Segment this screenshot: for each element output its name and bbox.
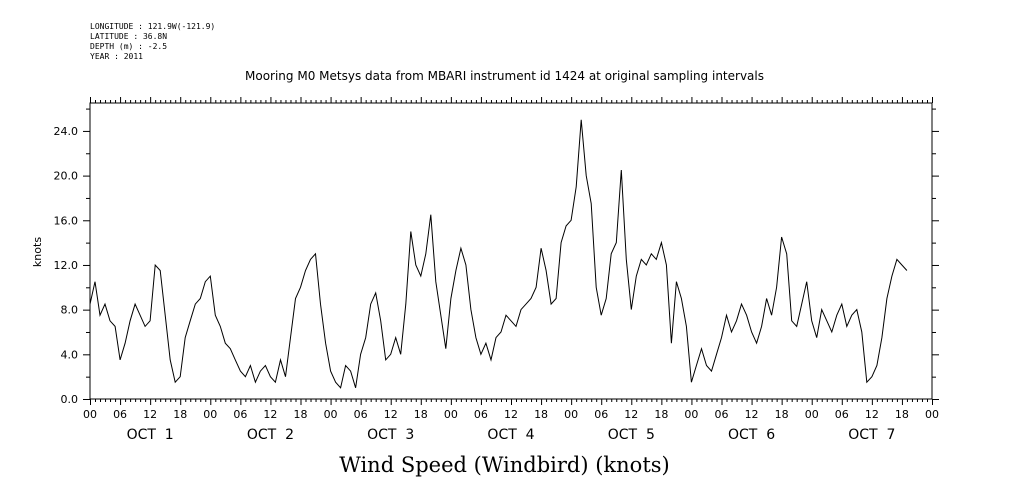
y-tick-label: 20.0 <box>54 170 79 183</box>
y-tick-label: 12.0 <box>54 259 79 272</box>
x-tick-label: 18 <box>534 408 548 421</box>
year-label: YEAR : 2011 <box>90 52 143 61</box>
latitude-label: LATITUDE : 36.8N <box>90 32 168 41</box>
x-tick-label: 18 <box>173 408 187 421</box>
x-tick-label: 06 <box>594 408 608 421</box>
y-tick-label: 16.0 <box>54 214 79 227</box>
x-tick-label: 00 <box>324 408 338 421</box>
x-tick-label: 00 <box>805 408 819 421</box>
x-tick-label: 00 <box>444 408 458 421</box>
x-tick-label: 06 <box>113 408 127 421</box>
depth-label: DEPTH (m) : -2.5 <box>90 42 168 51</box>
chart-title: Wind Speed (Windbird) (knots) <box>339 453 670 477</box>
x-tick-label: 18 <box>654 408 668 421</box>
day-label: OCT 4 <box>487 427 534 443</box>
day-label: OCT 6 <box>728 427 775 443</box>
x-tick-label: 06 <box>474 408 488 421</box>
x-tick-label: 18 <box>294 408 308 421</box>
x-tick-label: 12 <box>143 408 157 421</box>
mooring-metadata: LONGITUDE : 121.9W(-121.9) LATITUDE : 36… <box>90 22 215 62</box>
x-tick-label: 00 <box>203 408 217 421</box>
axis-ticks <box>83 97 939 405</box>
y-tick-label: 0.0 <box>61 393 79 406</box>
x-tick-label: 00 <box>564 408 578 421</box>
x-tick-label: 06 <box>715 408 729 421</box>
x-tick-label: 12 <box>745 408 759 421</box>
day-label: OCT 3 <box>367 427 414 443</box>
x-tick-label: 06 <box>354 408 368 421</box>
day-label: OCT 7 <box>848 427 895 443</box>
x-tick-label: 00 <box>684 408 698 421</box>
x-tick-label: 06 <box>233 408 247 421</box>
x-tick-label: 18 <box>775 408 789 421</box>
chart-subtitle: Mooring M0 Metsys data from MBARI instru… <box>245 69 764 83</box>
day-label: OCT 2 <box>247 427 294 443</box>
x-tick-label: 12 <box>624 408 638 421</box>
plot-frame <box>89 102 933 400</box>
x-tick-label: 12 <box>504 408 518 421</box>
day-label: OCT 1 <box>127 427 174 443</box>
x-tick-label: 12 <box>263 408 277 421</box>
x-tick-label: 18 <box>895 408 909 421</box>
x-tick-label: 12 <box>384 408 398 421</box>
y-tick-label: 8.0 <box>61 304 79 317</box>
axis-labels: 00 06 12 18 00 06 12 18 00 06 12 18 00 06 12 18 00 06 12 18… <box>54 125 940 443</box>
x-tick-label: 00 <box>83 408 97 421</box>
longitude-label: LONGITUDE : 121.9W(-121.9) <box>90 22 216 31</box>
y-axis-label: knots <box>31 237 44 267</box>
x-tick-label: 12 <box>865 408 879 421</box>
day-label: OCT 5 <box>608 427 655 443</box>
x-tick-label: 18 <box>414 408 428 421</box>
y-tick-label: 24.0 <box>54 125 79 138</box>
x-tick-label: 06 <box>835 408 849 421</box>
y-tick-label: 4.0 <box>61 348 79 361</box>
wind-speed-series-line <box>89 119 908 389</box>
x-tick-label: 00 <box>925 408 939 421</box>
